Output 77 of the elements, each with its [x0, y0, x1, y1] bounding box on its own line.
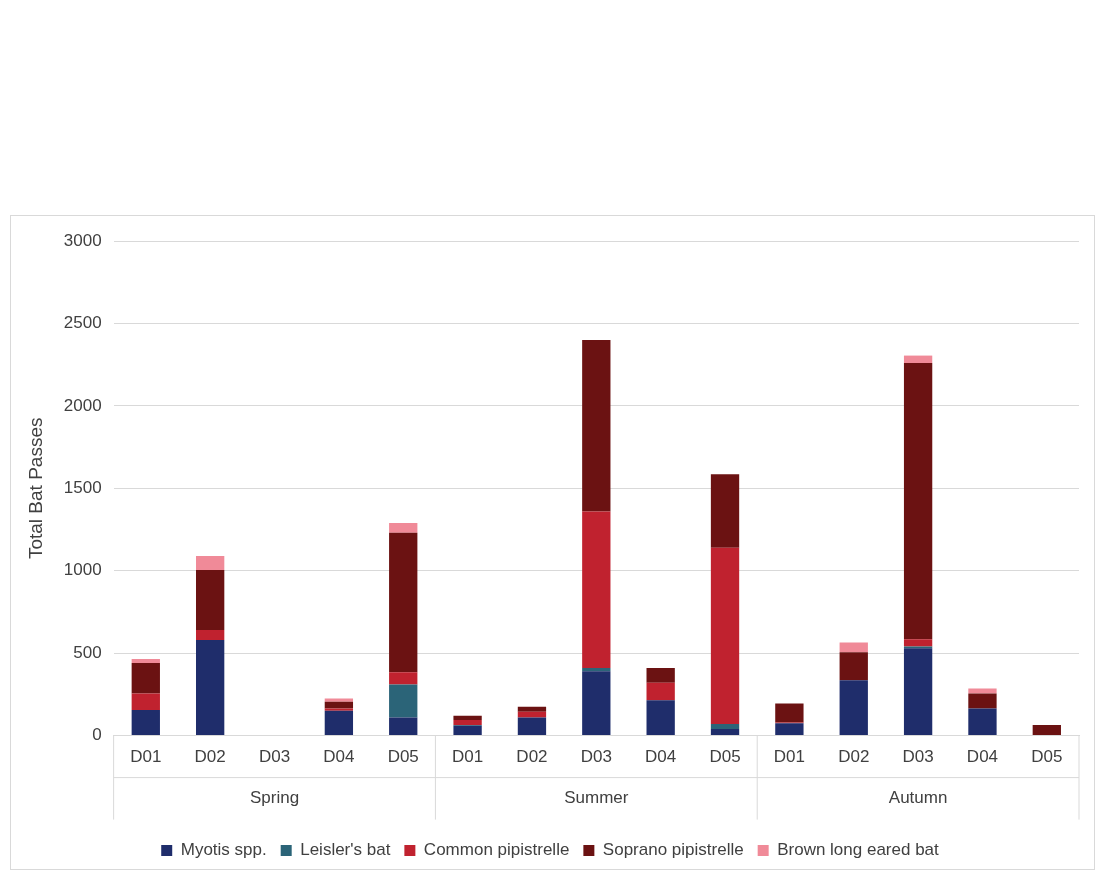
x-tick-label: D05: [709, 747, 741, 767]
y-axis-title: Total Bat Passes: [24, 417, 46, 560]
bar: [710, 474, 740, 548]
bar: [1032, 724, 1061, 736]
legend-label: Myotis spp.: [180, 840, 267, 860]
bar: [196, 630, 225, 640]
bar: [646, 682, 675, 701]
bar: [389, 717, 418, 736]
bar: [453, 725, 482, 736]
bar: [517, 706, 547, 712]
text: Spring: [249, 788, 300, 808]
text: Autumn: [888, 788, 948, 808]
y-tick-label: 0: [92, 725, 102, 745]
bar: [839, 642, 868, 653]
x-tick-label: D05: [387, 747, 419, 767]
legend-label: Leisler's bat: [300, 840, 391, 860]
bar: [131, 710, 160, 736]
bar: [968, 708, 997, 736]
bar: [903, 639, 933, 647]
x-tick-label: D01: [452, 747, 484, 767]
x-tick-label: D04: [645, 747, 677, 767]
x-tick-label: D01: [773, 747, 805, 767]
x-tick-label: D04: [323, 747, 355, 767]
bar: [389, 672, 418, 685]
x-tick-label: D02: [194, 747, 226, 767]
bar: [389, 684, 418, 718]
legend-label: Soprano pipistrelle: [602, 840, 744, 860]
bar: [131, 658, 160, 664]
x-tick-label: D04: [966, 747, 999, 767]
bar: [196, 639, 225, 736]
bar: [453, 719, 482, 725]
y-tick-label: 1000: [63, 560, 102, 580]
y-tick-label: 2500: [63, 313, 102, 333]
bar: [582, 511, 611, 669]
bar: [582, 339, 611, 512]
bar: [196, 569, 225, 631]
x-tick-label: D02: [838, 747, 870, 767]
bar: [389, 532, 418, 673]
bar: [903, 355, 933, 363]
bar: [775, 723, 804, 736]
bar: [839, 680, 868, 736]
bar: [646, 668, 675, 683]
legend-label: Brown long eared bat: [777, 840, 940, 860]
bar: [389, 522, 418, 533]
text: Summer: [564, 788, 629, 808]
bar: [131, 663, 160, 694]
bar: [903, 648, 933, 736]
bar: [582, 668, 611, 672]
bar: [453, 715, 482, 720]
bar: [517, 717, 547, 736]
bar: [324, 708, 354, 711]
bar: [582, 671, 611, 736]
x-tick-label: D05: [1031, 747, 1063, 767]
y-tick-label: 3000: [63, 230, 102, 250]
bar: [324, 701, 354, 709]
x-tick-label: D03: [580, 747, 612, 767]
bar: [710, 724, 740, 730]
y-tick-label: 2000: [63, 395, 102, 415]
x-tick-label: D01: [130, 747, 162, 767]
y-tick-label: 1500: [63, 477, 102, 497]
bar: [710, 547, 740, 725]
bar: [324, 710, 354, 736]
bar: [775, 703, 804, 723]
bar: [196, 555, 225, 570]
x-tick-label: D02: [516, 747, 548, 767]
bar: [903, 363, 933, 640]
x-tick-label: D03: [902, 747, 934, 767]
bar: [968, 688, 997, 694]
bar: [646, 700, 675, 736]
bar: [710, 729, 740, 736]
legend-label: Common pipistrelle: [423, 840, 570, 860]
y-tick-label: 500: [73, 642, 102, 662]
bar: [324, 698, 354, 702]
bar: [131, 693, 160, 711]
x-tick-label: D03: [258, 747, 291, 767]
bar: [839, 652, 868, 681]
bar: [968, 693, 997, 709]
